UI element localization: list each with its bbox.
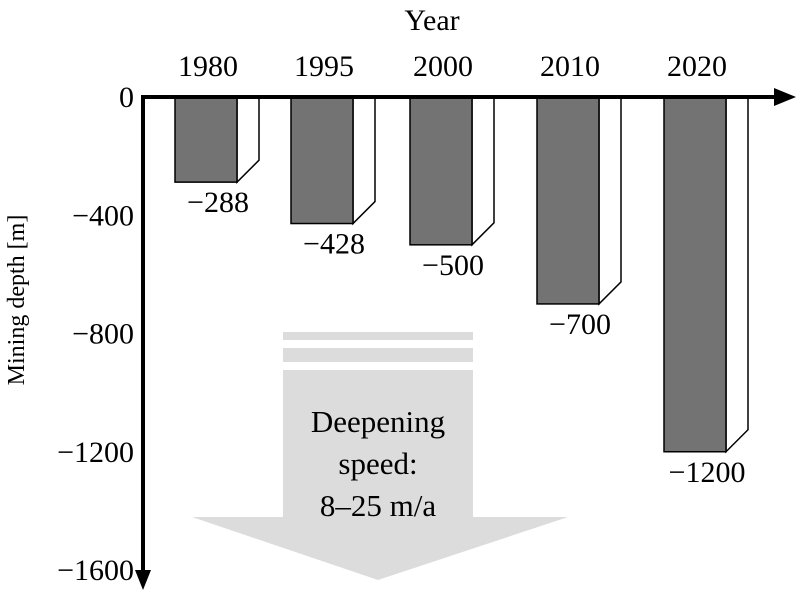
arrow-stripe-1: [283, 332, 473, 340]
x-category-label: 1980: [178, 50, 238, 83]
value-label: −428: [303, 228, 365, 261]
x-category-label: 2020: [667, 50, 727, 83]
value-label: −700: [549, 308, 611, 341]
bar-1995: [290, 96, 376, 226]
bar-front-1995: [290, 96, 354, 225]
arrow-text-line-3: 8–25 m/a: [320, 488, 436, 523]
y-tick-label: −400: [72, 199, 134, 232]
x-axis-arrowhead: [774, 88, 796, 106]
y-tick-label: 0: [119, 81, 134, 114]
bars: [174, 96, 749, 454]
x-category-label: 2010: [540, 50, 600, 83]
y-tick-label: −1200: [57, 436, 134, 469]
deepening-arrow: Deepening speed: 8–25 m/a: [192, 332, 568, 580]
y-tick-label: −1600: [57, 554, 134, 587]
bar-side-2010: [598, 96, 622, 306]
y-axis-title: Mining depth [m]: [4, 215, 30, 386]
y-tick-labels: 0 −400 −800 −1200 −1600: [57, 81, 134, 587]
bar-2000: [409, 96, 495, 247]
bar-2020: [663, 96, 749, 454]
x-category-label: 2000: [413, 50, 473, 83]
arrow-text-line-2: speed:: [338, 446, 417, 481]
bar-2010: [536, 96, 622, 306]
arrow-text-line-1: Deepening: [311, 404, 445, 439]
bar-side-2020: [725, 96, 749, 454]
value-labels: −288 −428 −500 −700 −1200: [187, 186, 745, 489]
bar-side-1995: [352, 96, 376, 226]
bar-front-1980: [174, 96, 238, 183]
axes: [135, 88, 796, 590]
arrow-body: [192, 370, 568, 580]
x-axis-title: Year: [404, 4, 459, 37]
bar-1980: [174, 96, 260, 184]
bar-front-2000: [409, 96, 473, 246]
value-label: −1200: [669, 456, 746, 489]
value-label: −500: [422, 249, 484, 282]
arrow-stripe-2: [283, 348, 473, 362]
x-category-label: 1995: [294, 50, 354, 83]
y-axis-arrowhead: [135, 570, 151, 590]
bar-side-2000: [471, 96, 495, 247]
y-tick-label: −800: [72, 318, 134, 351]
bar-front-2010: [536, 96, 600, 305]
bar-side-1980: [236, 96, 260, 184]
x-category-labels: 1980 1995 2000 2010 2020: [178, 50, 727, 83]
value-label: −288: [187, 186, 249, 219]
bar-front-2020: [663, 96, 727, 453]
